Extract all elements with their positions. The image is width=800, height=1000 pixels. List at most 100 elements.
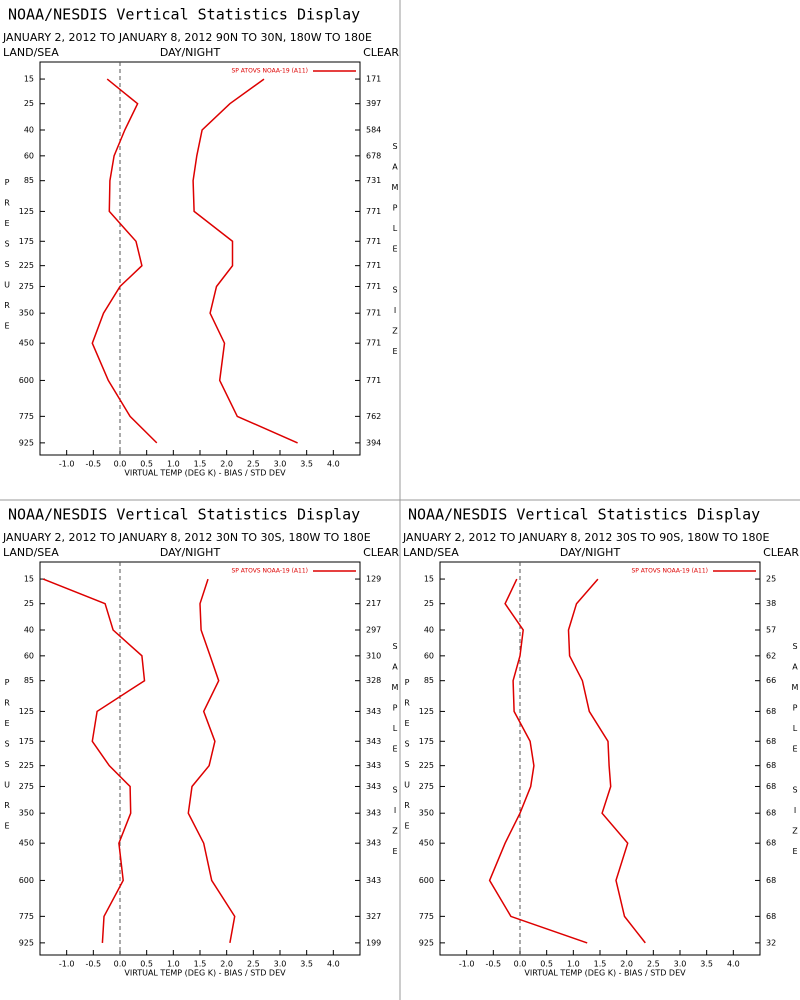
std-dev-line: [567, 578, 646, 944]
x-tick-label: 3.0: [274, 960, 287, 969]
chart-subtitle: JANUARY 2, 2012 TO JANUARY 8, 2012 30S T…: [402, 531, 769, 544]
land-sea-label: LAND/SEA: [403, 546, 459, 559]
sample-size-label: 32: [766, 938, 776, 947]
sample-size-label: 771: [366, 309, 381, 318]
x-tick-label: 1.0: [167, 460, 180, 469]
sample-size-label: 297: [366, 625, 381, 634]
y-tick-label: 15: [24, 75, 34, 84]
std-dev-line: [192, 78, 298, 444]
y-tick-label: 925: [19, 438, 34, 447]
x-tick-label: 4.0: [727, 960, 740, 969]
clear-label: CLEAR: [763, 546, 799, 559]
land-sea-label: LAND/SEA: [3, 546, 59, 559]
x-tick-label: 0.0: [114, 460, 127, 469]
sample-size-label: 327: [366, 912, 381, 921]
sample-size-label: 68: [766, 782, 776, 791]
sample-size-label: 68: [766, 876, 776, 885]
sample-size-label: 343: [366, 876, 381, 885]
sample-size-label: 771: [366, 207, 381, 216]
y-tick-label: 225: [19, 261, 34, 270]
clear-label: CLEAR: [363, 46, 399, 59]
sample-size-label: 771: [366, 237, 381, 246]
sample-size-label: 343: [366, 809, 381, 818]
day-night-label: DAY/NIGHT: [160, 546, 221, 559]
panel: NOAA/NESDIS Vertical Statistics Display J…: [2, 506, 399, 978]
y-tick-label: 275: [19, 282, 34, 291]
sample-size-label: 68: [766, 707, 776, 716]
sample-size-label: 68: [766, 839, 776, 848]
x-tick-label: 0.5: [540, 960, 553, 969]
sample-size-label: 68: [766, 737, 776, 746]
legend-label: SP ATOVS NOAA-19 (A11): [231, 568, 308, 575]
y-tick-label: 925: [419, 938, 434, 947]
sample-size-label: 343: [366, 707, 381, 716]
x-tick-label: 0.5: [140, 460, 153, 469]
x-tick-label: 3.0: [674, 960, 687, 969]
legend-label: SP ATOVS NOAA-19 (A11): [231, 68, 308, 75]
x-tick-label: -0.5: [86, 960, 102, 969]
y-tick-label: 125: [419, 707, 434, 716]
sample-size-label: 771: [366, 261, 381, 270]
chart-subtitle: JANUARY 2, 2012 TO JANUARY 8, 2012 30N T…: [2, 531, 371, 544]
clear-label: CLEAR: [363, 546, 399, 559]
y-tick-label: 600: [19, 876, 34, 885]
y-tick-label: 40: [24, 625, 34, 634]
y-tick-label: 450: [19, 839, 34, 848]
x-tick-label: 1.5: [194, 460, 207, 469]
x-tick-label: -0.5: [486, 960, 502, 969]
chart-title: NOAA/NESDIS Vertical Statistics Display: [8, 506, 360, 524]
y-tick-label: 85: [24, 676, 34, 685]
sample-size-label: 129: [366, 575, 381, 584]
y-tick-label: 350: [419, 809, 434, 818]
x-tick-label: 1.0: [167, 960, 180, 969]
day-night-label: DAY/NIGHT: [560, 546, 621, 559]
y-tick-label: 60: [424, 651, 434, 660]
x-tick-label: 3.5: [300, 960, 313, 969]
x-axis-label: VIRTUAL TEMP (DEG K) - BIAS / STD DEV: [124, 969, 286, 978]
chart-title: NOAA/NESDIS Vertical Statistics Display: [408, 506, 760, 524]
sample-size-label: 171: [366, 75, 381, 84]
x-tick-label: 3.5: [700, 960, 713, 969]
x-tick-label: -1.0: [59, 960, 75, 969]
chart-title: NOAA/NESDIS Vertical Statistics Display: [8, 6, 360, 24]
y-tick-label: 25: [24, 599, 34, 608]
sample-size-label: 217: [366, 599, 381, 608]
plot-frame: [439, 561, 761, 956]
x-axis-label: VIRTUAL TEMP (DEG K) - BIAS / STD DEV: [124, 469, 286, 478]
bias-line: [42, 578, 146, 943]
plot-frame: [39, 61, 361, 456]
sample-size-label: 678: [366, 151, 381, 160]
sample-size-label: 328: [366, 676, 381, 685]
y-tick-label: 85: [424, 676, 434, 685]
y-tick-label: 175: [19, 737, 34, 746]
sample-size-label: 25: [766, 575, 776, 584]
std-dev-line: [187, 578, 236, 944]
chart-subtitle: JANUARY 2, 2012 TO JANUARY 8, 2012 90N T…: [2, 31, 372, 44]
y-tick-label: 775: [419, 912, 434, 921]
x-tick-label: 0.5: [140, 960, 153, 969]
x-tick-label: 1.5: [194, 960, 207, 969]
sample-size-label: 343: [366, 782, 381, 791]
y-tick-label: 775: [19, 412, 34, 421]
y-tick-label: 450: [419, 839, 434, 848]
panel: NOAA/NESDIS Vertical Statistics Display J…: [2, 6, 399, 478]
sample-size-label: 38: [766, 599, 776, 608]
sample-size-label: 57: [766, 625, 776, 634]
sample-size-label: 771: [366, 376, 381, 385]
x-tick-label: 3.5: [300, 460, 313, 469]
bias-line: [91, 78, 158, 444]
day-night-label: DAY/NIGHT: [160, 46, 221, 59]
y-tick-label: 775: [19, 912, 34, 921]
sample-size-label: 66: [766, 676, 776, 685]
y-tick-label: 350: [19, 309, 34, 318]
y-tick-label: 450: [19, 339, 34, 348]
y-tick-label: 600: [419, 876, 434, 885]
sample-size-label: 397: [366, 99, 381, 108]
y-tick-label: 60: [24, 151, 34, 160]
land-sea-label: LAND/SEA: [3, 46, 59, 59]
x-tick-label: 0.0: [514, 960, 527, 969]
